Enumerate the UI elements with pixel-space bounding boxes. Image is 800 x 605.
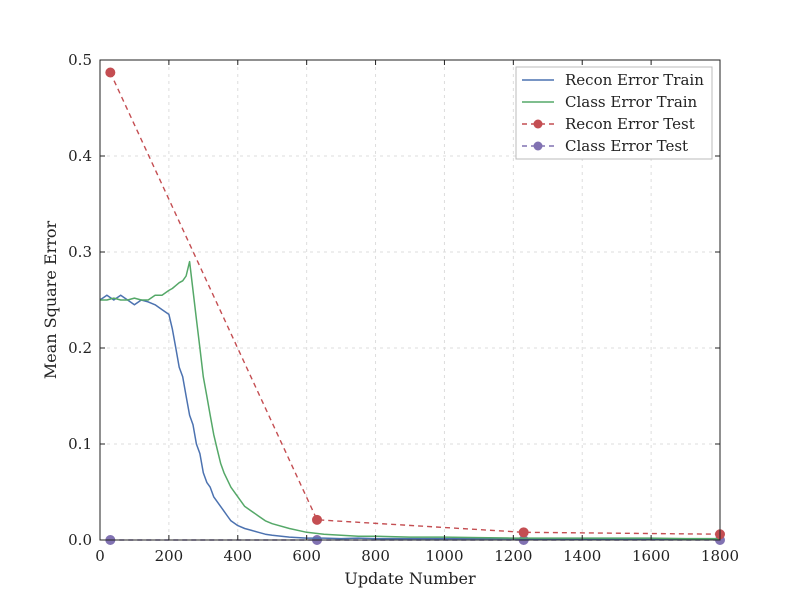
y-tick-label: 0.3	[68, 243, 92, 261]
recon-error-test-point	[105, 67, 116, 78]
y-axis-label: Mean Square Error	[41, 221, 60, 380]
y-tick-label: 0.5	[68, 51, 92, 69]
x-tick-label: 1000	[425, 547, 463, 565]
legend-label-recon-error-test: Recon Error Test	[565, 115, 695, 133]
x-tick-label: 600	[292, 547, 321, 565]
x-tick-label: 200	[155, 547, 184, 565]
plot-frame	[99, 59, 721, 541]
x-tick-label: 400	[223, 547, 252, 565]
x-tick-label: 1400	[563, 547, 601, 565]
class-error-train-line	[100, 260, 720, 540]
x-tick-label: 1800	[701, 547, 739, 565]
y-tick-label: 0.0	[68, 531, 92, 549]
y-tick-label: 0.1	[68, 435, 92, 453]
y-tick-label: 0.2	[68, 339, 92, 357]
tick-layer: 0 200 400 600 800 1000 1200 1400 1600 1800 0.0 0.1 0…	[68, 51, 739, 565]
x-tick-label: 1200	[494, 547, 532, 565]
legend: Recon Error Train Class Error Train Recon …	[515, 66, 713, 160]
legend-box	[515, 66, 713, 160]
x-axis-label: Update Number	[344, 569, 476, 588]
recon-error-test-point	[518, 527, 529, 538]
legend-label-recon-error-train: Recon Error Train	[565, 71, 704, 89]
x-tick-label: 800	[361, 547, 390, 565]
x-tick-label: 0	[95, 547, 105, 565]
recon-error-test-point	[312, 514, 322, 525]
legend-marker-recon-error-test	[533, 119, 543, 129]
x-tick-label: 1600	[632, 547, 670, 565]
recon-error-train-line	[99, 294, 720, 540]
legend-label-class-error-train: Class Error Train	[565, 93, 698, 111]
legend-label-class-error-test: Class Error Test	[565, 137, 688, 155]
legend-marker-class-error-test	[533, 141, 543, 151]
recon-error-test-line	[109, 72, 721, 535]
y-tick-label: 0.4	[68, 147, 92, 165]
